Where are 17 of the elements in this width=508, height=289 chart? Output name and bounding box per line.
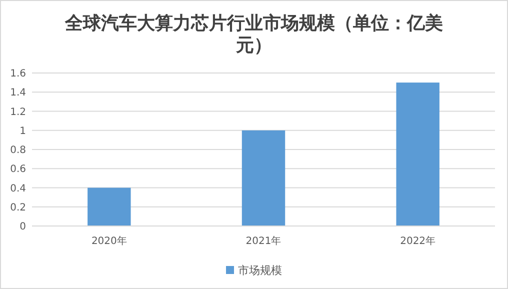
y-tick-label: 0.2 — [10, 202, 26, 214]
legend-label: 市场规模 — [238, 264, 282, 277]
x-tick-label: 2021年 — [246, 235, 282, 247]
y-tick-label: 1.2 — [10, 106, 26, 118]
y-tick-label: 0.4 — [10, 183, 26, 194]
y-tick-label: 0 — [20, 222, 26, 232]
bar — [396, 82, 440, 226]
x-tick-label: 2022年 — [400, 235, 436, 247]
y-tick-label: 1.6 — [10, 68, 26, 80]
bar — [88, 188, 131, 226]
y-tick-label: 1 — [20, 126, 26, 137]
y-tick-label: 0.6 — [10, 164, 26, 176]
bar — [242, 130, 286, 226]
y-tick-label: 0.8 — [10, 145, 26, 156]
x-tick-label: 2020年 — [91, 235, 127, 247]
chart-title: 全球汽车大算力芯片行业市场规模（单位：亿美元） — [64, 13, 443, 56]
y-tick-label: 1.4 — [10, 88, 26, 99]
